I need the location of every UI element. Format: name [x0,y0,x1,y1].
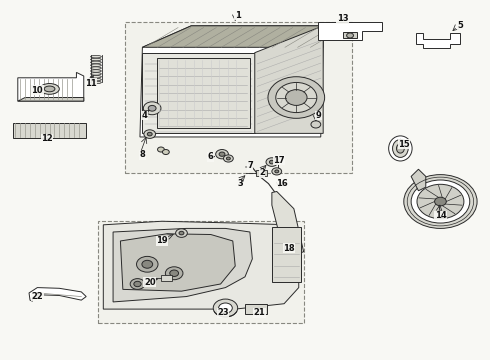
Text: 12: 12 [41,134,53,143]
Text: 11: 11 [85,79,97,88]
Circle shape [272,168,282,175]
Ellipse shape [91,70,101,72]
Polygon shape [103,221,299,309]
Circle shape [411,180,470,223]
Circle shape [134,281,141,287]
Circle shape [435,197,446,206]
Ellipse shape [91,64,101,67]
Text: 15: 15 [398,140,410,149]
Ellipse shape [91,78,101,81]
Polygon shape [18,72,84,101]
Polygon shape [140,26,323,137]
Text: 16: 16 [276,179,288,188]
Circle shape [147,132,152,136]
Text: 4: 4 [142,111,148,120]
Circle shape [404,175,477,228]
Polygon shape [272,192,304,255]
Text: 13: 13 [337,14,348,23]
Ellipse shape [40,84,59,94]
Polygon shape [411,169,426,191]
Circle shape [144,130,156,138]
Bar [256,170,267,176]
Text: 19: 19 [156,237,168,246]
Polygon shape [318,22,382,40]
Circle shape [175,229,187,237]
Circle shape [144,102,161,115]
Circle shape [275,170,279,173]
Polygon shape [113,228,252,302]
Ellipse shape [91,81,101,84]
Bar [245,304,267,314]
Circle shape [213,299,238,317]
Text: 14: 14 [435,211,446,220]
Bar [98,221,304,323]
Ellipse shape [392,139,408,157]
Circle shape [179,231,184,235]
Polygon shape [121,234,235,291]
Text: 20: 20 [144,278,155,287]
Text: 23: 23 [217,308,229,317]
Text: 1: 1 [235,10,241,19]
Polygon shape [416,33,460,48]
Polygon shape [157,58,250,128]
Text: 7: 7 [247,161,253,170]
Text: 3: 3 [237,179,243,188]
Ellipse shape [91,73,101,75]
Text: 6: 6 [208,152,214,161]
Polygon shape [29,288,86,301]
Circle shape [266,158,278,166]
Text: 8: 8 [140,150,145,159]
Text: 10: 10 [31,86,43,95]
Ellipse shape [91,55,101,58]
Ellipse shape [91,76,101,78]
Ellipse shape [396,144,404,153]
Circle shape [142,260,153,268]
Ellipse shape [91,58,101,61]
Circle shape [223,155,233,162]
Text: 17: 17 [273,156,285,165]
Circle shape [137,256,158,272]
Circle shape [270,160,274,164]
Circle shape [165,267,183,280]
Text: 18: 18 [283,244,295,253]
Polygon shape [13,123,86,138]
Circle shape [417,184,464,219]
Circle shape [286,90,307,105]
Text: 22: 22 [31,292,43,301]
Ellipse shape [91,61,101,64]
Ellipse shape [389,136,412,161]
Circle shape [148,105,156,111]
Text: 21: 21 [254,308,266,317]
Ellipse shape [91,67,101,69]
Bar [161,275,171,281]
Bar [343,32,357,39]
Bar [125,22,352,173]
Circle shape [268,77,325,118]
Text: 9: 9 [316,111,321,120]
Polygon shape [143,26,323,47]
Text: 2: 2 [259,168,265,177]
Circle shape [219,303,232,313]
Ellipse shape [44,86,55,92]
Polygon shape [255,26,323,134]
Circle shape [216,149,228,159]
Circle shape [130,279,145,289]
Circle shape [219,152,225,156]
Polygon shape [18,98,84,101]
Circle shape [346,33,353,38]
Circle shape [311,121,321,128]
Circle shape [170,270,178,276]
Text: 5: 5 [457,21,463,30]
Bar [272,226,301,282]
Circle shape [226,157,230,160]
Circle shape [158,147,164,152]
Circle shape [276,82,317,113]
Polygon shape [143,53,255,134]
Circle shape [162,149,169,154]
